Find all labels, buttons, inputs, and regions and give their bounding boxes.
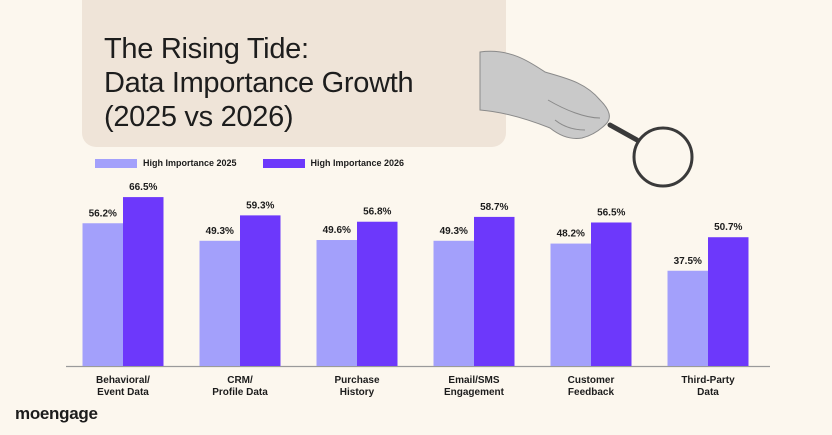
legend-label-2026: High Importance 2026: [310, 158, 405, 168]
bar-2026: [591, 222, 632, 366]
x-tick-label: Feedback: [568, 387, 615, 398]
chart-title: The Rising Tide: Data Importance Growth …: [104, 32, 414, 134]
x-tick-label: Email/SMS: [448, 375, 499, 386]
bar-2026: [240, 215, 281, 366]
data-label: 58.7%: [480, 202, 508, 213]
title-panel: [82, 0, 506, 147]
data-label: 49.6%: [323, 225, 351, 236]
bar-2025: [82, 223, 123, 366]
data-label: 37.5%: [674, 256, 702, 267]
title-line-3: (2025 vs 2026): [104, 101, 294, 133]
data-label: 56.2%: [89, 208, 117, 219]
legend-item-2026: High Importance 2026: [262, 158, 405, 168]
data-label: 49.3%: [440, 226, 468, 237]
data-label: 49.3%: [206, 226, 234, 237]
data-label: 50.7%: [714, 222, 742, 233]
x-tick-label: Data: [697, 387, 719, 398]
x-tick-label: CRM/: [227, 375, 253, 386]
legend-swatch-2025: [95, 158, 137, 168]
magnifying-glass-icon: [607, 122, 694, 188]
bar-2025: [199, 240, 240, 366]
data-label: 66.5%: [129, 182, 157, 193]
bar-2026: [357, 221, 398, 366]
bar-2025: [316, 240, 357, 366]
bar-2026: [123, 197, 164, 366]
legend-label-2025: High Importance 2025: [143, 158, 237, 168]
x-tick-label: History: [340, 387, 375, 398]
title-line-2: Data Importance Growth: [104, 67, 414, 99]
x-tick-label: Customer: [568, 375, 615, 386]
x-tick-label: Third-Party: [681, 375, 735, 386]
data-label: 48.2%: [557, 229, 585, 240]
x-tick-label: Purchase: [334, 375, 379, 386]
legend-swatch-2026: [262, 158, 305, 168]
bar-2026: [474, 216, 515, 366]
bar-2026: [708, 237, 749, 366]
x-tick-label: Profile Data: [212, 387, 268, 398]
data-label: 56.8%: [363, 207, 391, 218]
x-tick-label: Engagement: [444, 387, 505, 398]
legend: High Importance 2025 High Importance 202…: [95, 158, 404, 168]
title-line-1: The Rising Tide:: [104, 33, 309, 65]
bar-2025: [433, 240, 474, 366]
moengage-logo: moengage: [15, 404, 98, 423]
data-label: 56.5%: [597, 207, 625, 218]
x-tick-label: Behavioral/: [96, 375, 150, 386]
hand-icon: [479, 50, 610, 139]
bar-2025: [667, 270, 708, 366]
legend-item-2025: High Importance 2025: [95, 158, 237, 168]
data-label: 59.3%: [246, 200, 274, 211]
bar-2025: [550, 243, 591, 366]
bars-group: 56.2% 66.5% Behavioral/Event Data 49.3% 59.3…: [82, 182, 749, 398]
x-tick-label: Event Data: [97, 387, 149, 398]
